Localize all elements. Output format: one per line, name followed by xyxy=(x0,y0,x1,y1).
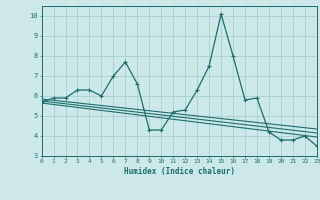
X-axis label: Humidex (Indice chaleur): Humidex (Indice chaleur) xyxy=(124,167,235,176)
